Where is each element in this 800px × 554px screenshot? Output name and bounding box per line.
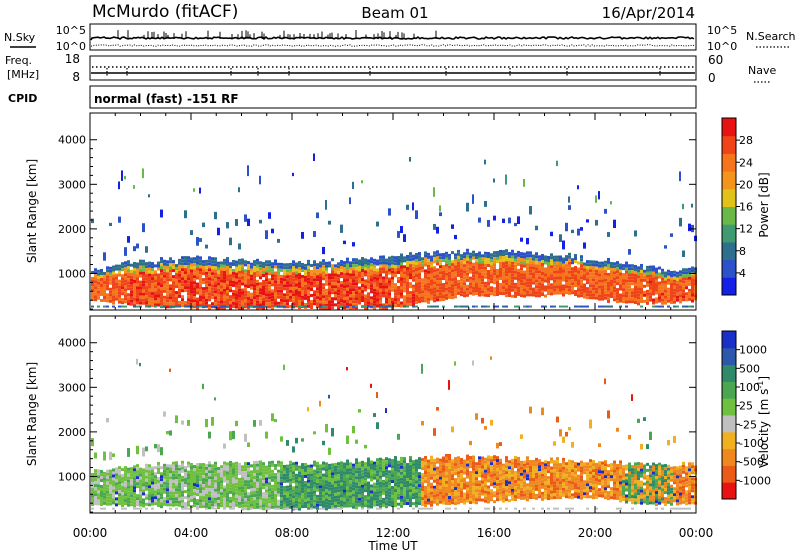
power-ylabel: Slant Range [km]: [25, 159, 39, 263]
colorbar-swatch: [722, 482, 736, 500]
nsky-tick-top: 10^5: [56, 24, 86, 37]
velocity-colorbar-unit: [m s: [757, 389, 771, 415]
y-tick-label: 2000: [58, 223, 86, 236]
y-tick-label: 3000: [58, 381, 86, 394]
power-colorbar-label: Power [dB]: [757, 172, 771, 237]
freq-label: Freq.: [5, 54, 32, 67]
colorbar-swatch: [722, 135, 736, 154]
nsky-trace: [90, 30, 695, 47]
velocity-colorbar-tick: -500: [739, 456, 764, 469]
beam-label: Beam 01: [361, 4, 428, 22]
power-panel: 1000 2000 3000 4000 Slant Range [km] 4 8 12 16…: [25, 112, 771, 311]
velocity-colorbar-label: Velocity [m s-1]: [756, 376, 771, 468]
velocity-colorbar-unit-exp: -1: [756, 381, 765, 389]
x-tick-label: 12:00: [376, 526, 411, 540]
power-data: [91, 153, 697, 311]
nsearch-label: N.Search: [746, 30, 796, 43]
power-x-ticks: [89, 113, 697, 310]
nave-label: Nave: [748, 64, 776, 77]
nsky-label: N.Sky: [4, 31, 36, 44]
nsearch-tick-top: 10^5: [707, 24, 737, 37]
colorbar-swatch: [722, 465, 736, 483]
nsky-tick-bottom: 10^0: [56, 40, 86, 53]
velocity-x-ticks: [89, 316, 697, 513]
colorbar-swatch: [722, 431, 736, 450]
nsearch-tick-bottom: 10^0: [707, 40, 737, 53]
colorbar-swatch: [722, 331, 736, 349]
power-colorbar-tick: 20: [739, 178, 753, 191]
y-tick-label: 2000: [58, 426, 86, 439]
velocity-colorbar-tick: 100: [739, 381, 760, 394]
velocity-data: [91, 356, 697, 511]
colorbar-swatch: [722, 398, 736, 416]
colorbar-swatch: [722, 381, 736, 399]
x-tick-label: 20:00: [578, 526, 613, 540]
colorbar-swatch: [722, 448, 736, 466]
x-tick-label: 16:00: [477, 526, 512, 540]
power-colorbar-tick: 24: [739, 156, 753, 169]
velocity-colorbar-tick: -1000: [739, 474, 771, 487]
colorbar-swatch: [722, 206, 736, 225]
x-tick-label: 04:00: [174, 526, 209, 540]
colorbar-swatch: [722, 241, 736, 261]
velocity-colorbar-tick: 500: [739, 362, 760, 375]
date-label: 16/Apr/2014: [602, 4, 695, 22]
y-tick-label: 4000: [58, 337, 86, 350]
velocity-colorbar-tick: -100: [739, 437, 764, 450]
colorbar-swatch: [722, 153, 736, 172]
power-colorbar-tick: 8: [739, 245, 746, 258]
x-tick-label: 00:00: [679, 526, 714, 540]
colorbar-swatch: [722, 171, 736, 190]
colorbar-swatch: [722, 277, 736, 296]
y-tick-label: 1000: [58, 267, 86, 280]
colorbar-swatch: [722, 364, 736, 382]
colorbar-swatch: [722, 415, 736, 433]
freq-tick-bottom: 8: [72, 70, 80, 84]
velocity-y-axis: 1000 2000 3000 4000: [58, 337, 696, 513]
colorbar-swatch: [722, 347, 736, 366]
velocity-colorbar-tick: 25: [739, 400, 753, 413]
power-colorbar-tick: 12: [739, 223, 753, 236]
colorbar-swatch: [722, 259, 736, 278]
y-tick-label: 1000: [58, 470, 86, 483]
velocity-colorbar-tick: -25: [739, 418, 757, 431]
velocity-colorbar-unit-close: ]: [757, 376, 771, 381]
nave-tick-bottom: 0: [708, 71, 716, 85]
y-tick-label: 3000: [58, 178, 86, 191]
freq-tick-top: 18: [65, 52, 80, 66]
power-colorbar: 4 8 12 16 20 24 28: [721, 117, 753, 296]
colorbar-swatch: [722, 188, 736, 207]
y-tick-label: 4000: [58, 134, 86, 147]
power-y-axis: 1000 2000 3000 4000: [58, 134, 696, 310]
velocity-panel: 1000 2000 3000 4000 Slant Range [km] 1000 50…: [25, 315, 771, 514]
velocity-colorbar-tick: 1000: [739, 344, 767, 357]
cpid-label: CPID: [8, 92, 37, 105]
time-axis-title: Time UT: [367, 539, 418, 553]
velocity-colorbar: 1000 500 100 25 -25 -100 -500 -1000: [721, 330, 771, 500]
nave-tick-top: 60: [708, 53, 723, 67]
nsky-panel: N.Sky 10^5 10^0 10^5 10^0 N.Search: [4, 23, 796, 53]
velocity-colorbar-title: Velocity: [757, 421, 771, 468]
power-colorbar-tick: 4: [739, 267, 746, 280]
freq-panel: Freq. [MHz] 18 8 60 0 Nave: [5, 52, 776, 85]
freq-unit-label: [MHz]: [7, 68, 39, 81]
time-axis-labels: 00:00 04:00 08:00 12:00 16:00 20:00 00:00: [73, 526, 714, 540]
power-colorbar-tick: 28: [739, 134, 753, 147]
x-tick-label: 00:00: [73, 526, 108, 540]
colorbar-swatch: [722, 118, 736, 137]
cpid-text: normal (fast) -151 RF: [94, 92, 239, 106]
station-title: McMurdo (fitACF): [92, 2, 238, 22]
x-tick-label: 08:00: [275, 526, 310, 540]
cpid-panel: CPID normal (fast) -151 RF: [8, 85, 697, 109]
colorbar-swatch: [722, 224, 736, 243]
velocity-ylabel: Slant Range [km]: [25, 362, 39, 466]
power-colorbar-tick: 16: [739, 201, 753, 214]
freq-spikes: [106, 68, 661, 76]
